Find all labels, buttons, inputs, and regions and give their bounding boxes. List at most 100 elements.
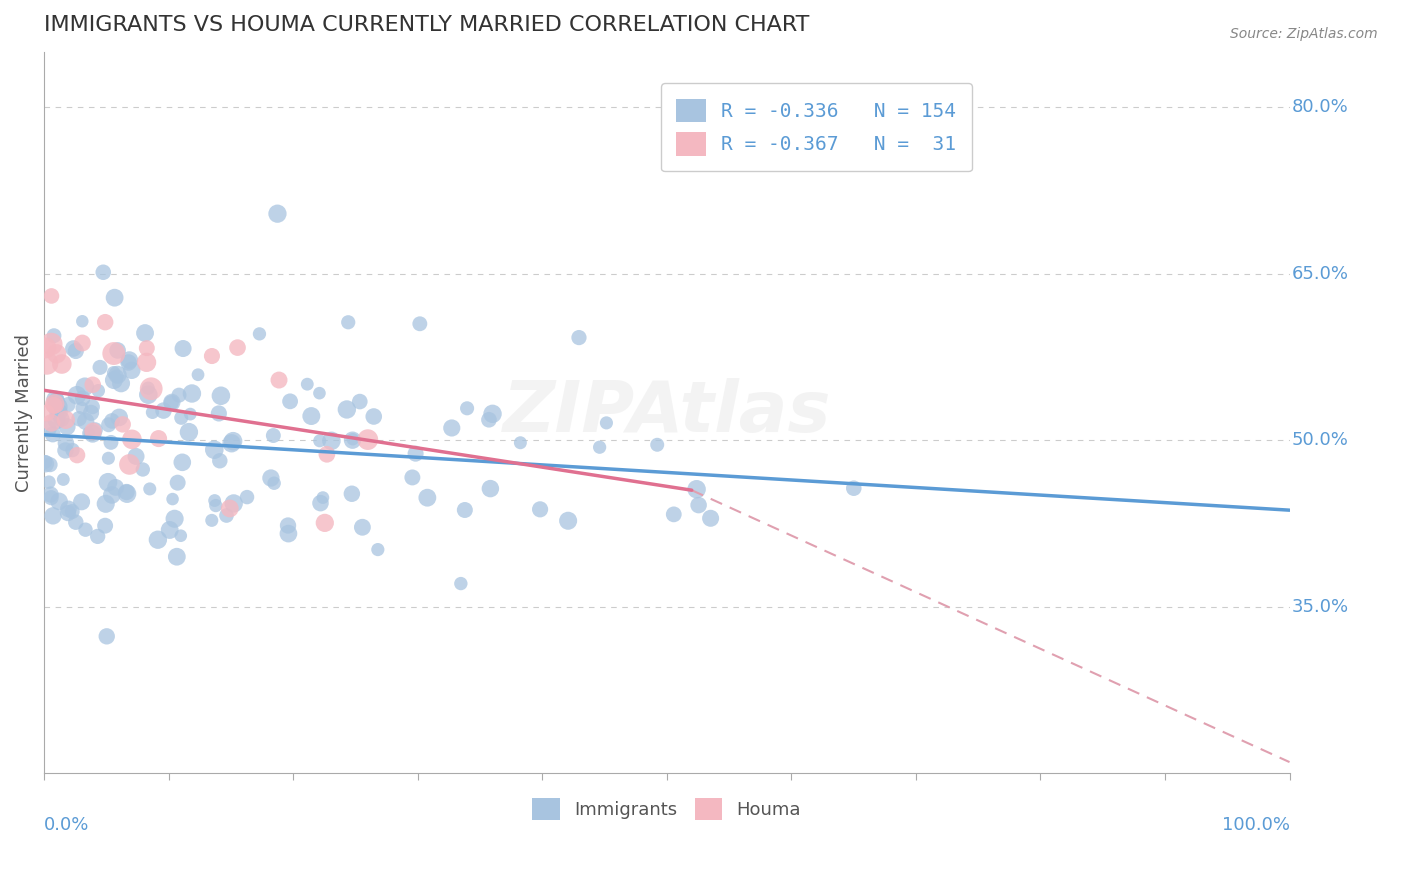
Point xyxy=(172,455,194,469)
Point xyxy=(48,494,70,508)
Point xyxy=(135,341,157,355)
Point xyxy=(94,518,117,533)
Point xyxy=(45,394,67,409)
Point xyxy=(315,447,337,461)
Point xyxy=(297,377,319,392)
Point xyxy=(105,369,128,384)
Point xyxy=(136,387,159,401)
Point xyxy=(55,443,77,458)
Point xyxy=(38,475,60,490)
Point xyxy=(84,423,107,437)
Point xyxy=(309,496,332,510)
Point xyxy=(170,529,193,543)
Point xyxy=(39,337,62,351)
Point xyxy=(416,491,439,505)
Point xyxy=(37,422,59,436)
Point xyxy=(645,438,668,452)
Point xyxy=(125,450,148,464)
Point xyxy=(148,432,170,446)
Point xyxy=(308,434,330,448)
Point xyxy=(121,363,143,377)
Point xyxy=(56,506,79,520)
Point xyxy=(91,265,114,279)
Point xyxy=(73,380,96,394)
Text: IMMIGRANTS VS HOUMA CURRENTLY MARRIED CORRELATION CHART: IMMIGRANTS VS HOUMA CURRENTLY MARRIED CO… xyxy=(44,15,810,35)
Point xyxy=(454,503,477,517)
Point xyxy=(204,499,226,513)
Text: 35.0%: 35.0% xyxy=(1292,598,1350,615)
Point xyxy=(277,518,299,533)
Point xyxy=(103,346,125,360)
Text: 65.0%: 65.0% xyxy=(1292,265,1348,283)
Point xyxy=(308,386,330,401)
Point xyxy=(60,504,83,518)
Point xyxy=(132,462,155,476)
Point xyxy=(75,414,97,428)
Point xyxy=(82,400,104,414)
Point xyxy=(529,502,551,516)
Point xyxy=(208,406,231,420)
Point xyxy=(39,491,62,505)
Point xyxy=(568,330,591,344)
Point xyxy=(101,414,124,428)
Point xyxy=(336,402,359,417)
Point xyxy=(450,576,472,591)
Point xyxy=(94,497,117,511)
Point xyxy=(166,475,188,490)
Point xyxy=(44,392,66,407)
Point xyxy=(170,410,193,425)
Text: ZIPAtlas: ZIPAtlas xyxy=(502,378,831,447)
Point xyxy=(70,495,93,509)
Point xyxy=(118,353,141,368)
Point xyxy=(249,326,271,341)
Point xyxy=(41,416,63,430)
Point xyxy=(51,357,73,371)
Point xyxy=(115,485,138,500)
Point xyxy=(479,482,502,496)
Point xyxy=(115,486,138,500)
Point xyxy=(163,512,186,526)
Point xyxy=(51,412,73,426)
Point xyxy=(82,425,104,439)
Point xyxy=(405,447,427,461)
Point xyxy=(226,341,249,355)
Point xyxy=(557,514,579,528)
Point xyxy=(209,389,232,403)
Point xyxy=(141,405,163,419)
Point xyxy=(337,315,360,329)
Point xyxy=(478,413,501,427)
Point xyxy=(65,515,87,529)
Point xyxy=(160,395,183,409)
Point xyxy=(100,435,122,450)
Point xyxy=(103,373,125,387)
Point xyxy=(699,511,721,525)
Point xyxy=(34,457,56,471)
Point xyxy=(342,432,364,446)
Point xyxy=(65,344,87,359)
Point xyxy=(135,355,157,369)
Point xyxy=(67,411,90,425)
Point xyxy=(688,498,710,512)
Point xyxy=(94,315,117,329)
Point xyxy=(87,384,110,398)
Point xyxy=(62,342,84,356)
Point xyxy=(55,413,77,427)
Point xyxy=(201,513,224,527)
Point xyxy=(80,406,103,420)
Point xyxy=(363,409,385,424)
Point xyxy=(267,373,290,387)
Point xyxy=(39,458,62,472)
Point xyxy=(349,394,371,409)
Point xyxy=(82,377,104,392)
Point xyxy=(177,425,200,439)
Point xyxy=(72,392,94,406)
Point xyxy=(48,405,70,419)
Point xyxy=(117,355,139,369)
Point xyxy=(588,440,610,454)
Point xyxy=(215,508,238,523)
Point xyxy=(314,516,336,530)
Point xyxy=(260,471,283,485)
Point xyxy=(202,442,225,457)
Point xyxy=(401,470,423,484)
Point xyxy=(201,349,224,363)
